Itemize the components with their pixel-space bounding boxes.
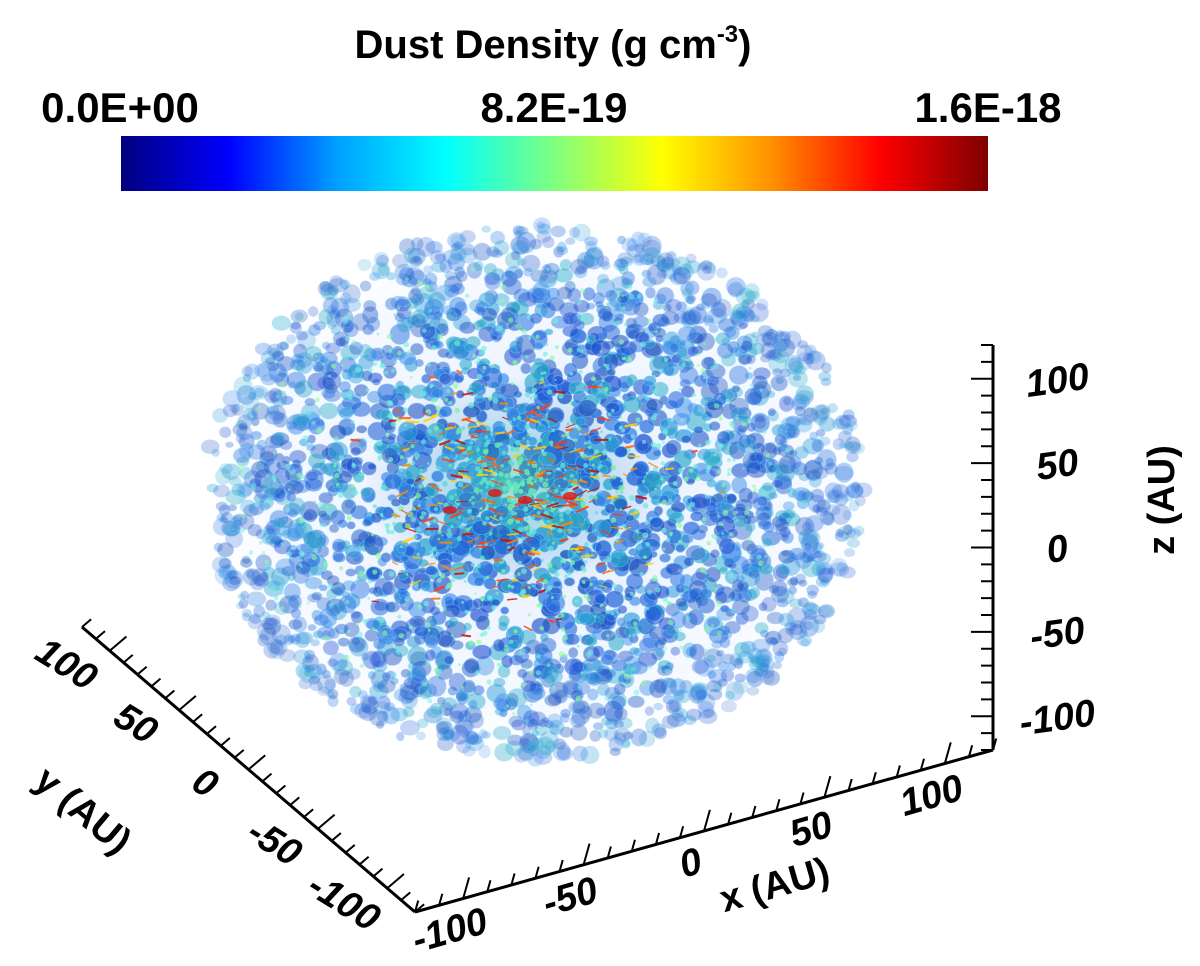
y-axis-tick-minor: [164, 689, 176, 700]
x-axis-tick-minor: [775, 798, 781, 812]
x-axis-tick-major: [462, 877, 471, 899]
y-axis-tick-major: [178, 695, 197, 711]
x-axis-tick-minor: [534, 866, 540, 879]
z-axis: -100 -50 0 50 100 z (AU): [971, 344, 1183, 751]
x-axis-tick-label: 0: [675, 840, 707, 886]
x-axis-tick-minor: [799, 792, 805, 805]
x-axis-tick-major: [943, 742, 952, 764]
dust-cloud: [195, 217, 875, 768]
colorbar-max-label: 1.6E-18: [914, 84, 1061, 131]
z-axis-tick-label: -50: [1027, 609, 1087, 658]
x-axis-tick-minor: [654, 832, 661, 845]
x-axis-tick-minor: [847, 778, 853, 791]
x-axis-tick-minor: [678, 825, 685, 839]
y-axis-tick-major: [386, 873, 405, 890]
z-axis-tick-label: -100: [1017, 692, 1098, 744]
x-axis-ticks: [414, 738, 998, 913]
y-axis-tick-minor: [220, 737, 231, 747]
colorbar-min-label: 0.0E+00: [41, 84, 199, 131]
y-axis-tick-minor: [81, 618, 92, 628]
cloud-dense-streaks: [350, 369, 726, 638]
y-axis-tick-major: [109, 635, 128, 652]
y-axis-tick-minor: [289, 796, 300, 806]
y-axis-title: y (AU): [26, 759, 139, 863]
x-axis-tick-minor: [414, 900, 420, 913]
y-axis-tick-minor: [136, 665, 148, 676]
y-axis-tick-minor: [275, 784, 287, 795]
colorbar-title-suffix: ): [738, 23, 751, 67]
x-axis-tick-minor: [727, 812, 733, 825]
colorbar-title: Dust Density (g cm-3): [355, 21, 752, 67]
y-axis-tick-minor: [95, 630, 106, 640]
y-axis-tick-major: [247, 754, 266, 771]
x-axis-tick-major: [582, 843, 591, 866]
x-axis-tick-minor: [558, 859, 564, 872]
y-axis-tick-minor: [261, 772, 273, 783]
y-axis-tick-label: 0: [185, 760, 225, 807]
z-axis-ticks: [971, 344, 993, 751]
x-axis-tick-minor: [630, 839, 636, 852]
x-axis-tick-major: [703, 809, 711, 832]
colorbar: [121, 136, 988, 191]
y-axis-tick-minor: [122, 654, 134, 664]
z-axis-title: z (AU): [1141, 445, 1183, 555]
x-axis-tick-minor: [486, 879, 492, 893]
y-axis-ticks: [81, 618, 425, 913]
y-axis-tick-label: -50: [240, 810, 309, 875]
x-axis-tick-minor: [606, 846, 612, 859]
y-axis-tick-minor: [233, 749, 245, 759]
y-axis-tick-minor: [192, 713, 203, 723]
y-axis-tick-minor: [414, 903, 425, 913]
x-axis-tick-minor: [871, 771, 877, 785]
y-axis-tick-minor: [206, 725, 217, 735]
y-axis-tick-minor: [150, 677, 162, 688]
y-axis-tick-minor: [358, 855, 370, 866]
x-axis-tick-minor: [438, 893, 444, 906]
y-axis-tick-minor: [372, 867, 384, 878]
y-axis-tick-label: 50: [106, 695, 164, 753]
z-axis-tick-labels: -100 -50 0 50 100: [1017, 356, 1098, 745]
x-axis-tick-minor: [967, 744, 974, 758]
x-axis-title: x (AU): [715, 850, 834, 921]
z-axis-tick-label: 100: [1023, 356, 1092, 406]
x-axis-tick-label: -50: [538, 869, 602, 925]
colorbar-mid-label: 8.2E-19: [480, 84, 627, 131]
x-axis-tick-minor: [992, 738, 998, 751]
y-axis-tick-minor: [303, 808, 314, 818]
cloud-core-glow: [365, 375, 665, 595]
x-axis-tick-minor: [510, 873, 516, 886]
x-axis-tick-minor: [919, 758, 925, 771]
y-axis-tick-minor: [344, 844, 356, 854]
x-axis-tick-label: 50: [785, 804, 837, 856]
y-axis-tick-label: 100: [28, 630, 104, 699]
colorbar-title-superscript: -3: [717, 21, 738, 48]
y-axis-tick-major: [317, 813, 336, 830]
y-axis-tick-minor: [331, 832, 342, 842]
z-axis-tick-label: 50: [1033, 442, 1081, 489]
x-axis-tick-major: [823, 775, 832, 798]
x-axis-tick-minor: [895, 765, 901, 778]
z-axis-tick-label: 0: [1044, 527, 1071, 572]
x-axis-tick-minor: [751, 805, 757, 818]
y-axis-tick-minor: [400, 891, 411, 901]
